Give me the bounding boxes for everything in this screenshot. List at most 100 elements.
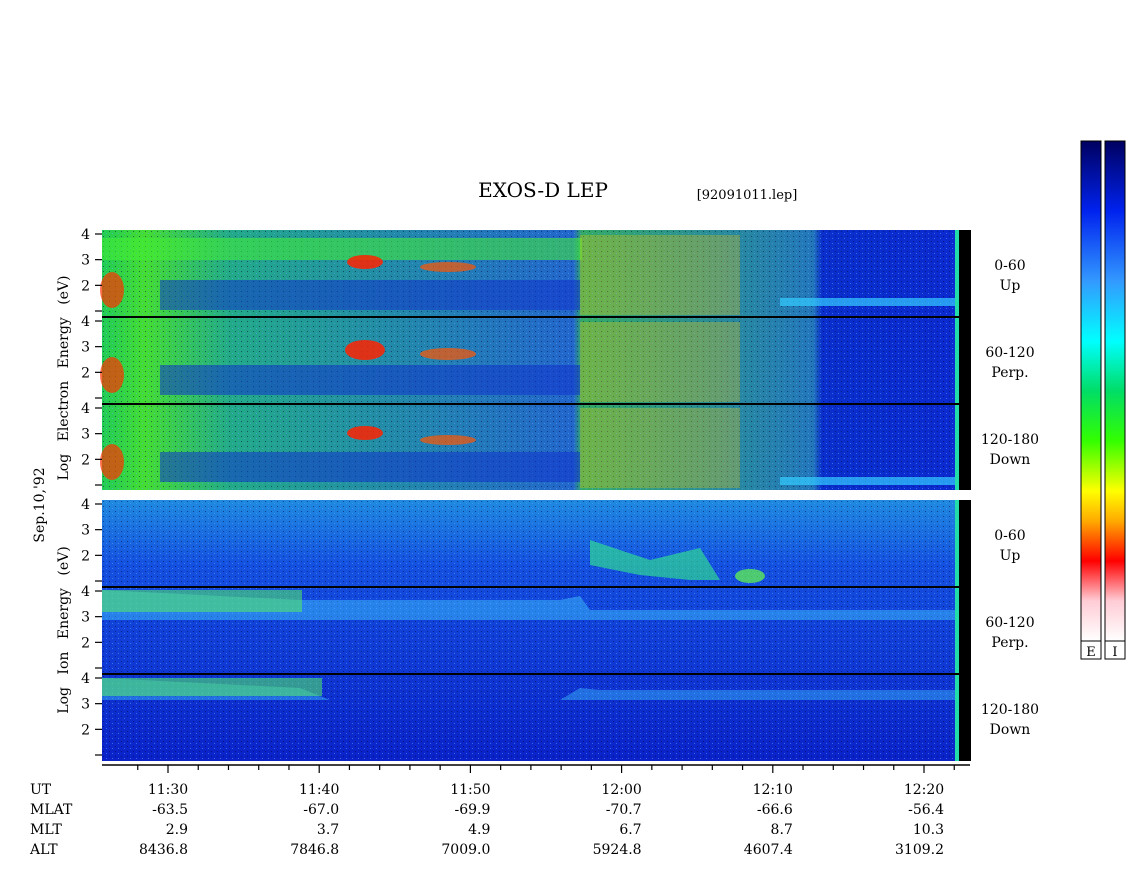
x-value-label: 4607.4 [744,842,793,858]
chart-title: EXOS-D LEP [478,178,608,202]
ion-axis-label-species: Ion [56,652,72,675]
x-value-label: -66.6 [757,802,793,818]
electron-arc-down [347,426,383,440]
ion-noise-overlay [102,500,959,761]
x-value-label: -56.4 [908,802,944,818]
electron-activity-perp [580,322,740,402]
y-tick-label: 3 [81,427,90,443]
ion-no-data-stripe [959,500,971,761]
x-row-label: MLAT [30,802,73,818]
ut-tick-label: 11:40 [299,782,339,798]
panel-pitch-angle-label: 0-60 [994,258,1025,274]
electron-start-up [100,272,124,308]
ion-axis-label-log: Log [56,687,72,714]
electron-axis-label-energy: Energy [56,317,72,368]
x-value-label: 7846.8 [290,842,339,858]
x-value-label: -67.0 [303,802,339,818]
y-tick-label: 3 [81,253,90,269]
x-value-label: 6.7 [619,822,641,838]
electron-activity-down [580,408,740,488]
y-tick-label: 2 [81,635,90,651]
electron-low-energy-line-down [780,477,955,485]
x-row-label: ALT [29,842,58,858]
panel-direction-label: Down [990,722,1031,738]
electron-depletion-perp [160,365,580,395]
date-label: Sep.10,'92 [32,467,48,542]
electron-hot-band [102,238,582,260]
y-tick-label: 4 [81,671,90,687]
x-value-label: 4.9 [468,822,490,838]
ion-up-blob [735,569,765,583]
ut-tick-label: 11:50 [450,782,490,798]
electron-arc-up [347,255,383,269]
x-value-label: 8.7 [771,822,793,838]
panel-pitch-angle-label: 60-120 [985,615,1034,631]
y-tick-label: 3 [81,610,90,626]
colorbar-electron [1080,140,1102,642]
y-tick-label: 3 [81,340,90,356]
y-tick-label: 4 [81,497,90,513]
y-axis-ticks: 2 3 4 2 3 4 2 3 4 2 3 4 2 3 4 2 3 4 [81,227,102,756]
file-id-label: [92091011.lep] [697,188,798,203]
x-value-label: -70.7 [606,802,642,818]
x-value-label: 3109.2 [895,842,944,858]
ut-tick-label: 12:10 [753,782,793,798]
x-value-label: -63.5 [152,802,188,818]
ut-tick-label: 11:30 [148,782,188,798]
y-tick-label: 4 [81,227,90,243]
x-value-label: 5924.8 [593,842,642,858]
ut-tick-label: 12:20 [904,782,944,798]
x-value-label: 10.3 [913,822,944,838]
x-axis-labels: UT MLAT MLT ALT 11:30 -63.5 2.9 8436.8 11:40 -67.… [29,782,944,858]
electron-axis-label-species: Electron [56,381,72,442]
panel-pitch-angle-label: 120-180 [981,432,1039,448]
ion-axis-label: Log Ion Energy (eV) [56,546,72,713]
y-tick-label: 3 [81,523,90,539]
x-value-label: 3.7 [317,822,339,838]
x-value-label: 8436.8 [139,842,188,858]
x-value-label: 7009.0 [441,842,490,858]
electron-low-energy-line-up [780,298,955,306]
y-tick-label: 4 [81,314,90,330]
y-tick-label: 2 [81,452,90,468]
x-row-label: MLT [30,822,62,838]
panel-pitch-angle-label: 0-60 [994,528,1025,544]
panel-direction-label: Perp. [991,365,1028,381]
y-tick-label: 2 [81,278,90,294]
ion-spectrogram-group [102,500,971,761]
ion-edge-strip [955,500,959,761]
x-row-label: UT [30,782,52,798]
ion-perp-band [102,590,959,620]
electron-arc2-perp [420,348,476,360]
panel-direction-label: Up [1000,548,1021,564]
electron-axis-label-unit: (eV) [56,275,72,304]
y-tick-label: 4 [81,401,90,417]
electron-arc-perp [345,340,385,360]
electron-spectrogram-group [100,230,971,490]
panel-pitch-angle-label: 120-180 [981,702,1039,718]
panel-pitch-labels: 0-60 Up 60-120 Perp. 120-180 Down 0-60 Up 60-120… [981,258,1039,738]
panel-direction-label: Perp. [991,635,1028,651]
y-tick-label: 3 [81,697,90,713]
electron-depletion-down [160,452,580,482]
y-tick-label: 4 [81,584,90,600]
colorbar-ion [1104,140,1126,642]
ut-tick-label: 12:00 [601,782,641,798]
x-value-label: 2.9 [166,822,188,838]
electron-axis-label: Log Electron Energy (eV) [56,275,72,480]
electron-start-perp [100,357,124,393]
panel-direction-label: Down [990,452,1031,468]
colorbar-ion-label: I [1112,645,1117,660]
ion-down-green [102,678,322,696]
y-tick-label: 2 [81,722,90,738]
electron-arc2-up [420,262,476,272]
electron-activity-up [580,235,740,315]
electron-arc2-down [420,435,476,445]
y-tick-label: 2 [81,365,90,381]
ion-axis-label-energy: Energy [56,588,72,639]
panel-pitch-angle-label: 60-120 [985,345,1034,361]
x-axis [102,764,970,773]
colorbar-electron-label: E [1086,645,1096,660]
ion-perp-green [102,590,302,612]
